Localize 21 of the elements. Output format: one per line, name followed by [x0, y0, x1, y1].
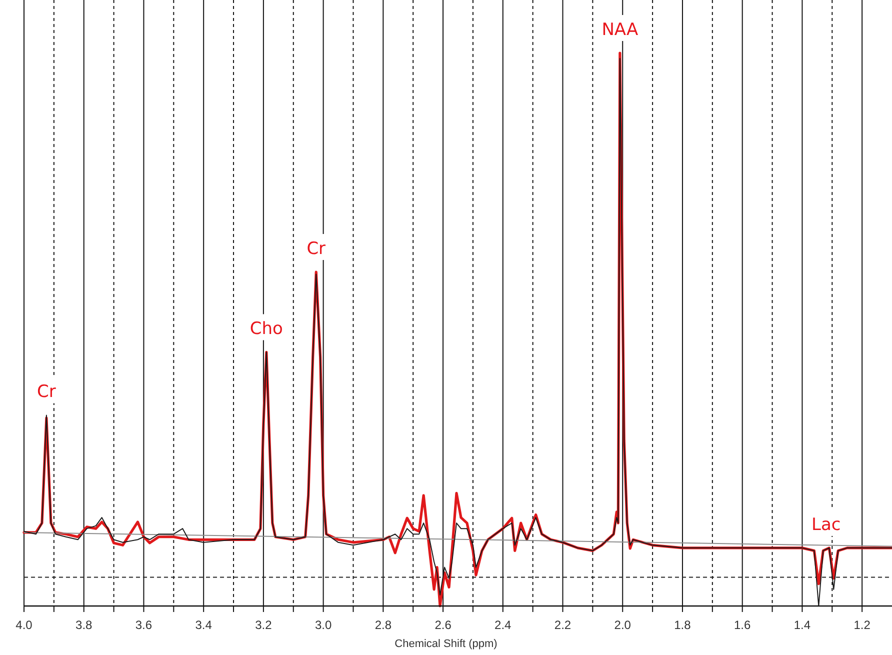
x-tick-label: 3.6: [135, 618, 152, 632]
x-tick-label: 1.8: [674, 618, 692, 632]
annotation: Lac: [812, 514, 841, 535]
x-tick-label: 2.8: [374, 618, 392, 632]
x-tick-label: 3.8: [76, 618, 93, 632]
annotation: Cho: [250, 319, 283, 340]
x-tick-label: 3.0: [314, 618, 332, 632]
annotation: NAA: [602, 20, 639, 40]
x-tick-label: 2.4: [494, 618, 512, 632]
x-tick-label: 4.0: [16, 618, 33, 632]
x-tick-label: 1.4: [794, 618, 811, 632]
annotation: Cr: [306, 238, 326, 259]
x-tick-label: 2.0: [614, 618, 632, 632]
x-tick-label: 1.6: [734, 618, 752, 632]
x-tick-label: 1.2: [854, 618, 871, 632]
x-tick-label: 2.6: [434, 618, 452, 632]
x-tick-label: 3.2: [255, 618, 272, 632]
x-axis-title: Chemical Shift (ppm): [394, 638, 498, 650]
x-tick-label: 3.4: [195, 618, 212, 632]
x-tick-label: 2.2: [554, 618, 572, 632]
annotation: Cr: [37, 382, 56, 402]
